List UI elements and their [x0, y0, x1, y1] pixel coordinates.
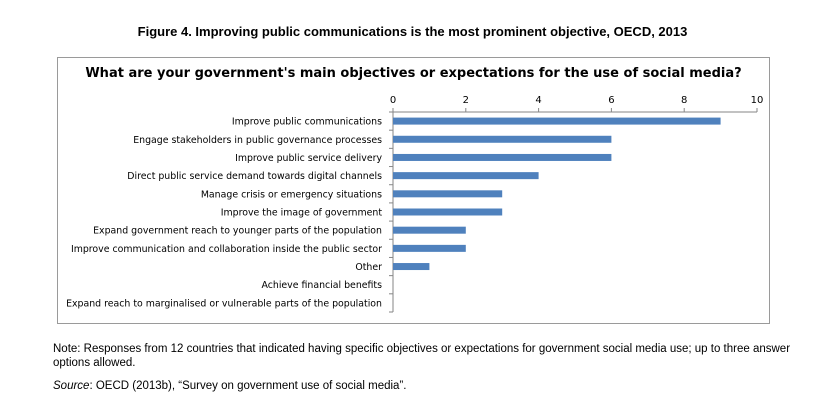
category-label: Achieve financial benefits [261, 280, 382, 291]
category-label: Direct public service demand towards dig… [127, 171, 382, 182]
bar [393, 153, 612, 161]
category-label: Engage stakeholders in public governance… [133, 135, 382, 146]
x-tick-label: 0 [390, 95, 396, 106]
category-label: Improve the image of government [221, 208, 383, 219]
x-tick-label: 4 [535, 95, 541, 106]
x-tick-label: 8 [681, 95, 687, 106]
category-label: Expand government reach to younger parts… [93, 226, 382, 237]
source-label: Source [53, 380, 90, 392]
bars [393, 117, 721, 271]
x-axis: 0 2 4 6 8 10 [389, 95, 764, 313]
category-label: Expand reach to marginalised or vulnerab… [66, 298, 382, 309]
category-label: Improve communication and collaboration … [71, 244, 382, 255]
bar [393, 263, 430, 271]
x-tick-label: 10 [751, 95, 764, 106]
chart-frame [57, 57, 770, 324]
bar [393, 244, 466, 252]
category-label: Manage crisis or emergency situations [201, 189, 382, 200]
category-axis: Improve public communications Engage stak… [66, 117, 382, 310]
bar [393, 190, 503, 198]
x-tick-label: 6 [608, 95, 614, 106]
bar [393, 226, 466, 234]
bar [393, 208, 503, 216]
bar [393, 172, 539, 180]
x-tick-label: 2 [463, 95, 469, 106]
category-label: Other [355, 262, 382, 273]
source-text: : OECD (2013b), “Survey on government us… [89, 380, 407, 392]
category-label: Improve public communications [232, 117, 382, 128]
figure-title: Figure 4. Improving public communication… [137, 24, 688, 39]
bar [393, 135, 612, 143]
figure-note: Note: Responses from 12 countries that i… [53, 343, 791, 369]
chart-title: What are your government's main objectiv… [85, 66, 742, 81]
bar [393, 117, 721, 125]
category-label: Improve public service delivery [235, 153, 382, 164]
figure-source: Source: OECD (2013b), “Survey on governm… [53, 380, 793, 392]
